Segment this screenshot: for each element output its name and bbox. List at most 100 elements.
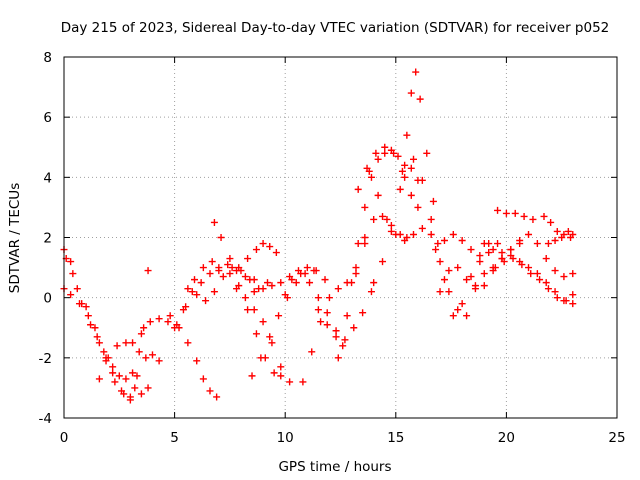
- data-point: [407, 164, 415, 172]
- x-tick-labels: 0 5 10 15 20 25: [60, 430, 626, 446]
- data-point: [418, 224, 426, 232]
- axis-ticks: [63, 56, 618, 419]
- data-point: [244, 255, 252, 263]
- data-point: [109, 369, 117, 377]
- data-point: [392, 230, 400, 238]
- data-point: [370, 215, 378, 223]
- data-point: [332, 327, 340, 335]
- data-point: [73, 285, 81, 293]
- data-point: [533, 270, 541, 278]
- data-point: [179, 306, 187, 314]
- data-point: [387, 227, 395, 235]
- data-point: [454, 264, 462, 272]
- data-point: [440, 276, 448, 284]
- data-point: [427, 230, 435, 238]
- data-point: [542, 279, 550, 287]
- data-point: [259, 318, 267, 326]
- data-point: [374, 191, 382, 199]
- data-point: [155, 357, 163, 365]
- data-point: [436, 288, 444, 296]
- data-point: [113, 342, 121, 350]
- data-point: [436, 258, 444, 266]
- data-point: [440, 237, 448, 245]
- data-point: [412, 68, 420, 76]
- series-pass-w: [432, 230, 502, 260]
- data-point: [321, 276, 329, 284]
- data-point: [82, 303, 90, 311]
- data-point: [292, 279, 300, 287]
- data-point: [569, 270, 577, 278]
- data-point: [226, 255, 234, 263]
- data-point: [434, 240, 442, 248]
- data-point: [244, 306, 252, 314]
- data-point: [100, 348, 108, 356]
- data-point: [146, 318, 154, 326]
- data-point: [542, 255, 550, 263]
- data-point: [215, 267, 223, 275]
- data-point: [67, 258, 75, 266]
- data-point: [325, 294, 333, 302]
- data-point: [407, 191, 415, 199]
- data-point: [476, 258, 484, 266]
- data-point: [199, 264, 207, 272]
- data-point: [533, 240, 541, 248]
- series-pass-k: [233, 285, 294, 386]
- data-point: [423, 149, 431, 157]
- data-point: [432, 246, 440, 254]
- y-tick-label: 6: [43, 110, 52, 126]
- data-point: [449, 230, 457, 238]
- data-point: [277, 363, 285, 371]
- y-tick-label: -2: [39, 351, 52, 367]
- data-point: [133, 372, 141, 380]
- data-point: [427, 215, 435, 223]
- data-point: [551, 288, 559, 296]
- x-tick-label: 0: [60, 430, 69, 446]
- data-point: [463, 312, 471, 320]
- data-point: [148, 351, 156, 359]
- data-point: [491, 264, 499, 272]
- data-point: [390, 149, 398, 157]
- data-point: [520, 212, 528, 220]
- data-point: [67, 291, 75, 299]
- data-point: [458, 237, 466, 245]
- data-point: [332, 333, 340, 341]
- data-point: [540, 212, 548, 220]
- series-pass-r: [348, 146, 422, 287]
- data-point: [91, 324, 99, 332]
- data-point: [142, 354, 150, 362]
- data-point: [206, 387, 214, 395]
- data-point: [297, 270, 305, 278]
- data-point: [558, 234, 566, 241]
- data-point: [275, 312, 283, 320]
- data-point: [343, 312, 351, 320]
- data-point: [288, 276, 296, 284]
- data-point: [394, 152, 402, 160]
- data-point: [129, 369, 137, 377]
- data-point: [137, 390, 145, 398]
- data-point: [213, 393, 221, 401]
- data-point: [252, 246, 260, 254]
- data-point: [409, 155, 417, 163]
- data-point: [354, 240, 362, 248]
- series-pass-i: [210, 218, 285, 380]
- data-point: [115, 372, 123, 380]
- data-point: [95, 339, 103, 347]
- data-point: [210, 218, 218, 226]
- data-point: [122, 339, 130, 347]
- data-point: [219, 273, 227, 281]
- data-point: [93, 333, 101, 341]
- data-point: [257, 354, 265, 362]
- data-point: [250, 288, 258, 296]
- x-tick-label: 15: [387, 430, 404, 446]
- data-point: [350, 324, 358, 332]
- data-point: [396, 185, 404, 193]
- data-point: [454, 306, 462, 314]
- data-point: [69, 270, 77, 278]
- data-point: [387, 221, 395, 229]
- data-point: [500, 258, 508, 266]
- data-point: [228, 264, 236, 272]
- data-point: [259, 285, 267, 293]
- x-axis-label: GPS time / hours: [278, 459, 391, 475]
- data-point: [131, 384, 139, 392]
